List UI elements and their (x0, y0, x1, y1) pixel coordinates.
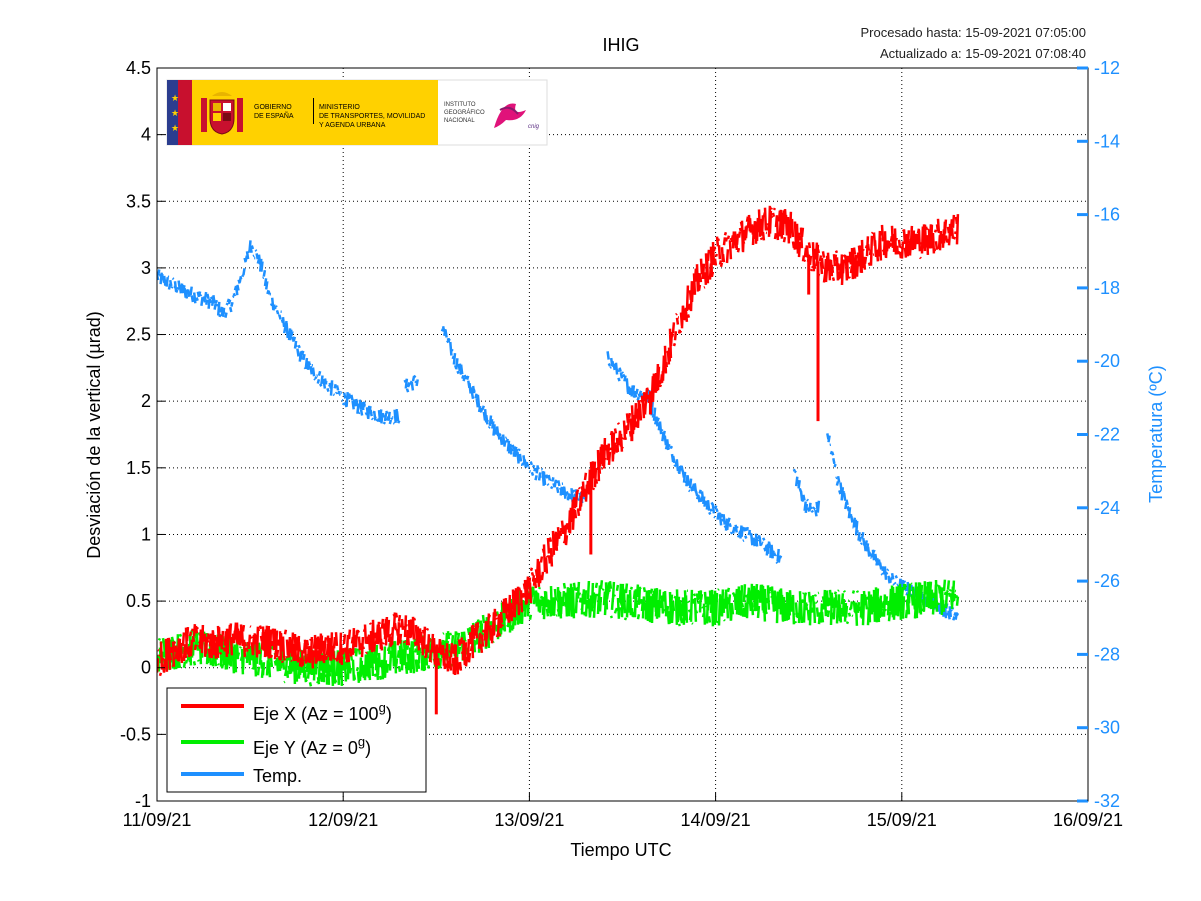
tick-label-left: -1 (135, 791, 151, 811)
tick-label-left: 1 (141, 524, 151, 544)
tick-label-x: 16/09/21 (1053, 810, 1123, 830)
legend-label-x: Eje X (Az = 100g) (253, 700, 392, 724)
x-axis-label: Tiempo UTC (570, 840, 671, 860)
svg-text:★: ★ (171, 108, 179, 118)
plot-area (157, 68, 1088, 801)
tick-label-right: -22 (1094, 425, 1120, 445)
tick-label-left: 4 (141, 125, 151, 145)
tick-label-x: 11/09/21 (123, 810, 192, 830)
tick-label-left: 0.5 (126, 591, 151, 611)
left-axis: -1 -0.5 0 0.5 1 1.5 2 2.5 3 3.5 4 4.5 (120, 58, 165, 811)
right-axis: -32 -30 -28 -26 -24 -22 -20 -18 -16 -14 -12 (1077, 58, 1120, 811)
tick-label-right: -16 (1094, 205, 1120, 225)
ign-logo-icon (494, 103, 526, 128)
tick-label-left: 2 (141, 391, 151, 411)
tick-label-x: 13/09/21 (494, 810, 564, 830)
logo-cnig: cnig (528, 124, 540, 130)
processed-until: Procesado hasta: 15-09-2021 07:05:00 (860, 25, 1086, 40)
tick-label-left: 0 (141, 658, 151, 678)
tick-label-left: -0.5 (120, 724, 151, 744)
logo-ministerio-2: DE TRANSPORTES, MOVILIDAD (319, 113, 425, 120)
tick-label-right: -30 (1094, 718, 1120, 738)
tick-label-right: -32 (1094, 791, 1120, 811)
temp-segment (440, 326, 588, 505)
svg-text:★: ★ (171, 123, 179, 133)
x-axis: 11/09/21 12/09/21 13/09/21 14/09/21 15/09/21… (123, 793, 1123, 830)
tick-label-right: -14 (1094, 131, 1120, 151)
tick-label-left: 4.5 (126, 58, 151, 78)
tick-label-right: -28 (1094, 644, 1120, 664)
logo-ign-1: INSTITUTO (444, 102, 476, 108)
tick-label-x: 15/09/21 (867, 810, 937, 830)
svg-text:★: ★ (171, 93, 179, 103)
logo-ministerio-3: Y AGENDA URBANA (319, 122, 386, 129)
tick-label-right: -24 (1094, 498, 1120, 518)
tick-label-left: 3 (141, 258, 151, 278)
tick-label-left: 3.5 (126, 191, 151, 211)
tick-label-right: -20 (1094, 351, 1120, 371)
y2-axis-label: Temperatura (ºC) (1146, 365, 1166, 503)
logo-ministerio: MINISTERIO (319, 104, 360, 111)
tick-label-right: -12 (1094, 58, 1120, 78)
logo-ign-2: GEOGRÁFICO (444, 109, 485, 116)
temp-segment (403, 374, 419, 393)
tick-label-left: 1.5 (126, 458, 151, 478)
coat-of-arms-icon (201, 92, 243, 135)
temp-segment (792, 468, 821, 517)
logo-gobierno: GOBIERNO (254, 104, 292, 111)
legend-label-y: Eje Y (Az = 0g) (253, 734, 371, 758)
tick-label-x: 14/09/21 (681, 810, 751, 830)
logo-ign-3: NACIONAL (444, 118, 475, 124)
tick-label-left: 2.5 (126, 325, 151, 345)
y-axis-label: Desviación de la vertical (µrad) (84, 311, 104, 558)
temp-segment (157, 240, 401, 425)
tick-label-right: -18 (1094, 278, 1120, 298)
tick-label-x: 12/09/21 (308, 810, 378, 830)
tick-label-right: -26 (1094, 571, 1120, 591)
legend-label-temp: Temp. (253, 766, 302, 786)
updated-at: Actualizado a: 15-09-2021 07:08:40 (880, 46, 1086, 61)
chart-title: IHIG (602, 35, 639, 55)
logo-banner: ★ ★ ★ GOBIERNO DE ESPAÑA MINISTERIO DE T… (166, 79, 548, 146)
logo-espana: DE ESPAÑA (254, 111, 294, 120)
legend: Eje X (Az = 100g) Eje Y (Az = 0g) Temp. (166, 687, 427, 793)
